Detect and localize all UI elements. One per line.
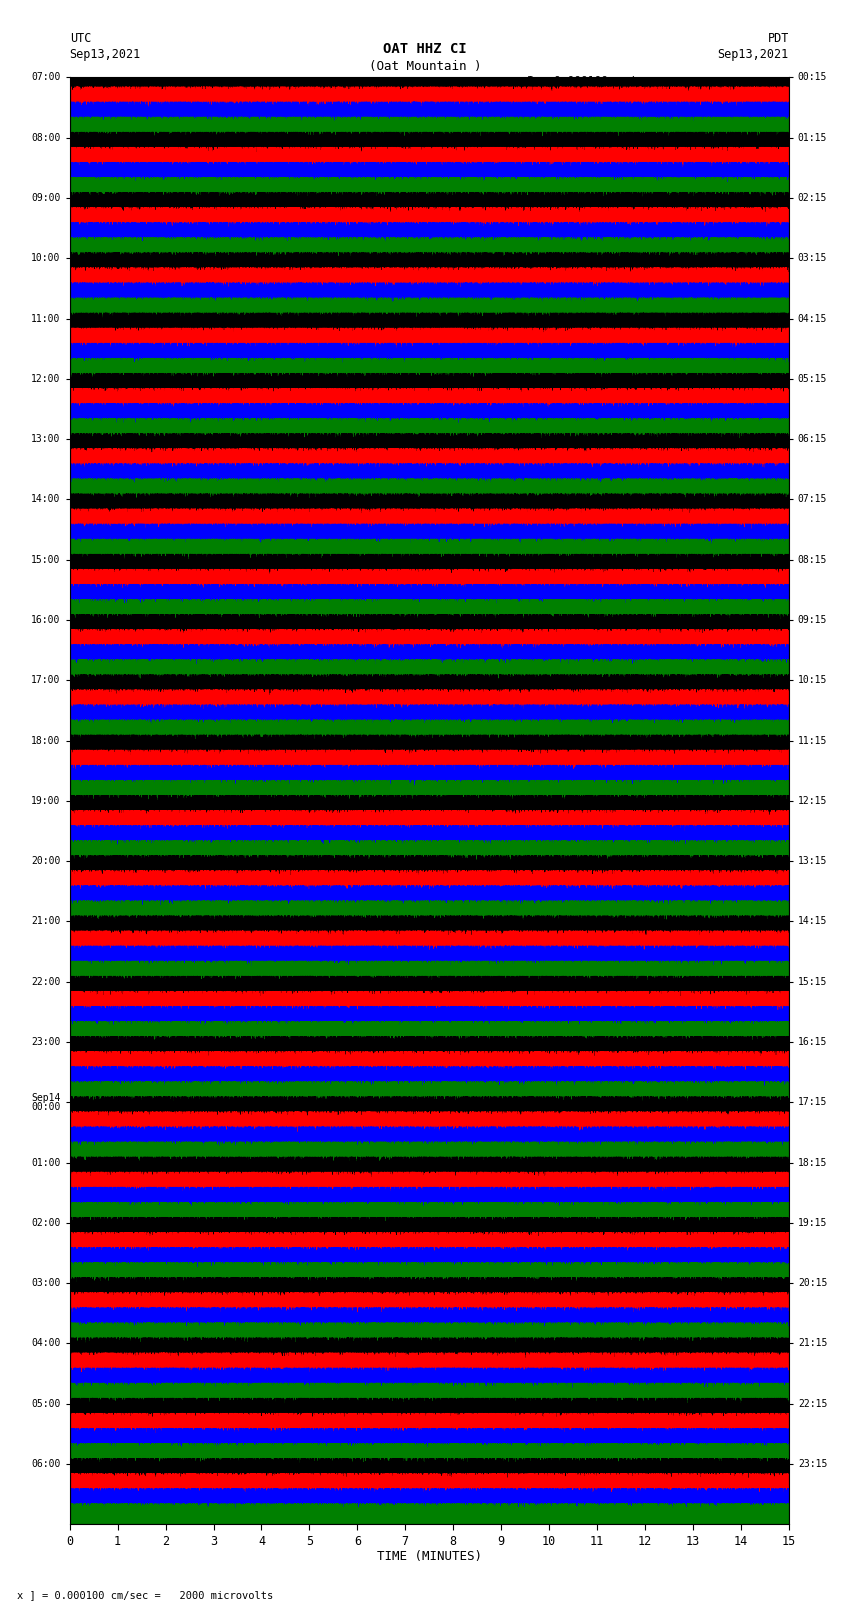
Text: UTC: UTC (70, 32, 91, 45)
X-axis label: TIME (MINUTES): TIME (MINUTES) (377, 1550, 482, 1563)
Text: I = 0.000100 cm/sec: I = 0.000100 cm/sec (527, 76, 655, 85)
Text: OAT HHZ CI: OAT HHZ CI (383, 42, 467, 56)
Text: (Oat Mountain ): (Oat Mountain ) (369, 60, 481, 73)
Text: Sep13,2021: Sep13,2021 (70, 48, 141, 61)
Text: Sep13,2021: Sep13,2021 (717, 48, 789, 61)
Text: PDT: PDT (768, 32, 789, 45)
Text: x ] = 0.000100 cm/sec =   2000 microvolts: x ] = 0.000100 cm/sec = 2000 microvolts (17, 1590, 273, 1600)
